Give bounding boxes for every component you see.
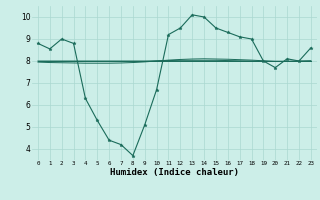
X-axis label: Humidex (Indice chaleur): Humidex (Indice chaleur) — [110, 168, 239, 177]
